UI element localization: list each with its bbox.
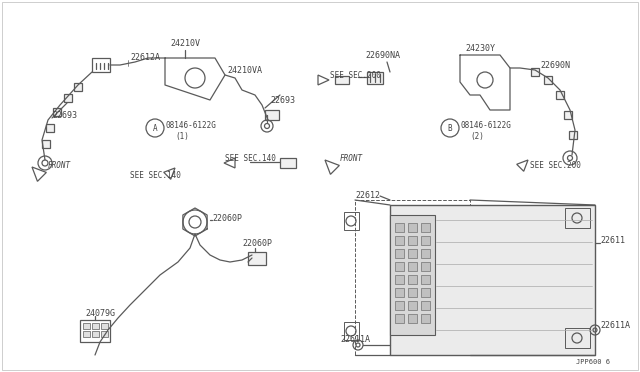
Text: 22693: 22693 <box>52 110 77 119</box>
Text: A: A <box>153 124 157 132</box>
Text: 22612: 22612 <box>355 190 380 199</box>
Text: 24210V: 24210V <box>170 38 200 48</box>
Bar <box>408 288 417 297</box>
Bar <box>564 111 572 119</box>
Bar <box>248 252 266 265</box>
Text: 22060P: 22060P <box>242 240 272 248</box>
Text: 24079G: 24079G <box>85 308 115 317</box>
Bar <box>367 72 383 84</box>
Text: 08146-6122G: 08146-6122G <box>166 121 217 129</box>
Text: 08146-6122G: 08146-6122G <box>461 121 512 129</box>
Bar <box>395 262 404 271</box>
Bar <box>92 58 110 72</box>
Text: FRONT: FRONT <box>48 160 71 170</box>
Bar <box>421 236 430 245</box>
Text: JPP600 6: JPP600 6 <box>576 359 610 365</box>
Bar <box>395 314 404 323</box>
Text: (1): (1) <box>175 131 189 141</box>
Bar <box>421 249 430 258</box>
Text: 22611: 22611 <box>600 235 625 244</box>
Bar <box>80 320 110 342</box>
Bar <box>395 288 404 297</box>
Text: 22612A: 22612A <box>130 52 160 61</box>
Bar <box>531 68 539 76</box>
Polygon shape <box>32 167 46 182</box>
Bar <box>92 323 99 329</box>
Bar <box>395 249 404 258</box>
Bar <box>46 124 54 132</box>
Polygon shape <box>325 160 339 174</box>
Bar <box>556 91 564 99</box>
Text: 22690NA: 22690NA <box>365 51 400 60</box>
Bar <box>408 223 417 232</box>
Text: 24210VA: 24210VA <box>227 65 262 74</box>
Text: B: B <box>448 124 452 132</box>
Text: FRONT: FRONT <box>340 154 363 163</box>
Bar <box>421 223 430 232</box>
Text: 22611A: 22611A <box>600 321 630 330</box>
Text: 22060P: 22060P <box>212 214 242 222</box>
Text: 22690N: 22690N <box>540 61 570 70</box>
Bar <box>408 275 417 284</box>
Bar <box>355 200 470 355</box>
Text: SEE SEC.140: SEE SEC.140 <box>225 154 276 163</box>
Text: SEE SEC.200: SEE SEC.200 <box>530 160 581 170</box>
Text: (2): (2) <box>470 131 484 141</box>
Bar <box>390 205 595 355</box>
Bar <box>569 131 577 139</box>
Bar <box>408 236 417 245</box>
Bar <box>421 288 430 297</box>
Bar <box>83 331 90 337</box>
Bar <box>565 328 590 348</box>
Polygon shape <box>516 160 528 171</box>
Text: 22693: 22693 <box>270 96 295 105</box>
Bar <box>408 314 417 323</box>
Bar <box>408 262 417 271</box>
Text: SEE SEC.140: SEE SEC.140 <box>130 170 181 180</box>
Bar <box>42 140 50 148</box>
Bar <box>92 331 99 337</box>
Bar <box>64 94 72 102</box>
Bar <box>280 158 296 168</box>
Polygon shape <box>224 158 235 168</box>
Polygon shape <box>318 75 329 85</box>
Bar <box>74 83 82 91</box>
Text: 24230Y: 24230Y <box>465 44 495 52</box>
Bar <box>344 322 359 340</box>
Bar <box>544 76 552 84</box>
Bar <box>421 301 430 310</box>
Bar <box>421 262 430 271</box>
Bar <box>395 223 404 232</box>
Bar <box>83 323 90 329</box>
Text: SEE SEC.200: SEE SEC.200 <box>330 71 381 80</box>
Bar <box>421 275 430 284</box>
Bar <box>265 110 279 120</box>
Bar <box>408 301 417 310</box>
Bar <box>53 108 61 116</box>
Bar <box>395 275 404 284</box>
Bar <box>395 301 404 310</box>
Bar <box>101 323 108 329</box>
Bar <box>565 208 590 228</box>
Bar <box>101 331 108 337</box>
Text: 22611A: 22611A <box>340 336 370 344</box>
Bar <box>335 76 349 84</box>
Polygon shape <box>164 168 175 179</box>
Bar <box>390 215 435 335</box>
Bar <box>344 212 359 230</box>
Bar <box>421 314 430 323</box>
Bar <box>408 249 417 258</box>
Bar <box>395 236 404 245</box>
